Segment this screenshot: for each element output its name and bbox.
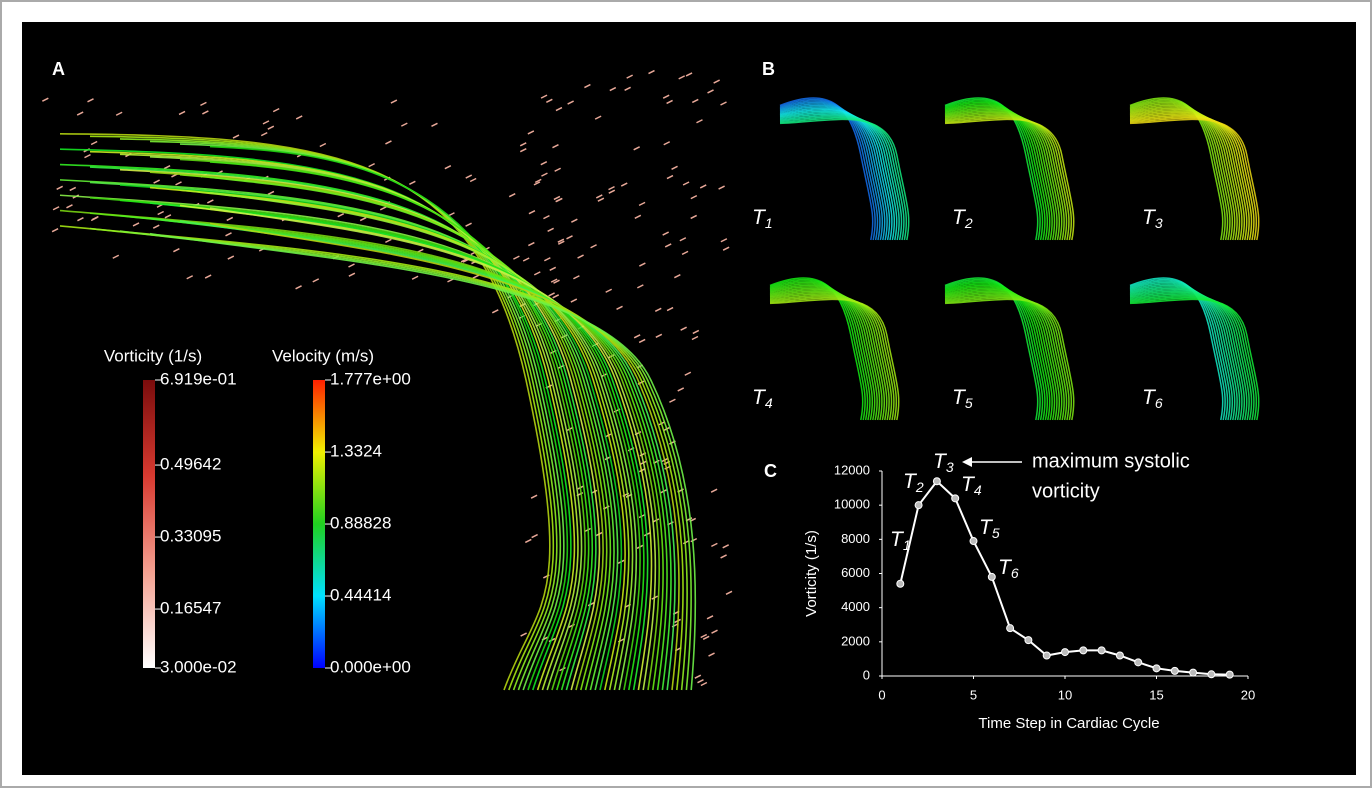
label-subscript: 6 [1155,395,1163,411]
point [1190,669,1197,676]
x-tick-label: 10 [1058,687,1072,702]
point [1153,665,1160,672]
label-subscript: 4 [765,395,773,411]
colorbar-tick-label: 0.33095 [160,527,221,546]
colorbar-title: Velocity (m/s) [272,346,374,365]
point [1007,625,1014,632]
label-subscript: 5 [965,395,973,411]
point [1025,637,1032,644]
colorbar-tick-label: 0.44414 [330,586,391,605]
point [1226,671,1233,678]
y-tick-label: 12000 [834,462,870,477]
panel-label: A [52,59,65,79]
label-subscript: 5 [992,525,1000,541]
colorbar [313,380,325,668]
y-tick-label: 10000 [834,497,870,512]
x-tick-label: 15 [1149,687,1163,702]
point [1043,652,1050,659]
label-subscript: 1 [765,215,773,231]
colorbar-tick-label: 0.16547 [160,599,221,618]
point [1098,647,1105,654]
x-tick-label: 0 [878,687,885,702]
point [988,573,995,580]
point [1116,652,1123,659]
panel-label: B [762,59,775,79]
label-subscript: 4 [974,482,982,498]
label-subscript: 3 [946,459,954,475]
point [970,538,977,545]
x-axis-title: Time Step in Cardiac Cycle [978,715,1159,732]
point [1208,671,1215,678]
y-tick-label: 2000 [841,633,870,648]
label-subscript: 2 [915,479,924,495]
point [897,580,904,587]
callout-text: vorticity [1032,480,1100,502]
figure: A B C T1T2T3T4T5T6Vorticity (1/s)6.919e-… [0,0,1372,788]
colorbar-tick-label: 3.000e-02 [160,657,237,676]
point [915,502,922,509]
colorbar [143,380,155,668]
point [1171,667,1178,674]
y-tick-label: 4000 [841,599,870,614]
colorbar-tick-label: 6.919e-01 [160,369,237,388]
colorbar-tick-label: 0.49642 [160,455,221,474]
colorbar-tick-label: 1.777e+00 [330,369,411,388]
x-tick-label: 20 [1241,687,1255,702]
panel-label: C [764,461,777,481]
label-subscript: 1 [903,537,911,553]
y-tick-label: 0 [863,667,870,682]
point [1080,647,1087,654]
point [1062,649,1069,656]
colorbar-tick-label: 1.3324 [330,442,382,461]
colorbar-tick-label: 0.000e+00 [330,657,411,676]
colorbar-tick-label: 0.88828 [330,514,391,533]
y-tick-label: 6000 [841,565,870,580]
point [1135,659,1142,666]
y-axis-title: Vorticity (1/s) [803,530,820,617]
colorbar-title: Vorticity (1/s) [104,346,202,365]
point [952,495,959,502]
point [933,478,940,485]
label-subscript: 6 [1011,565,1019,581]
x-tick-label: 5 [970,687,977,702]
label-subscript: 2 [964,215,973,231]
y-tick-label: 8000 [841,531,870,546]
callout-text: maximum systolic [1032,450,1190,472]
label-subscript: 3 [1155,215,1163,231]
